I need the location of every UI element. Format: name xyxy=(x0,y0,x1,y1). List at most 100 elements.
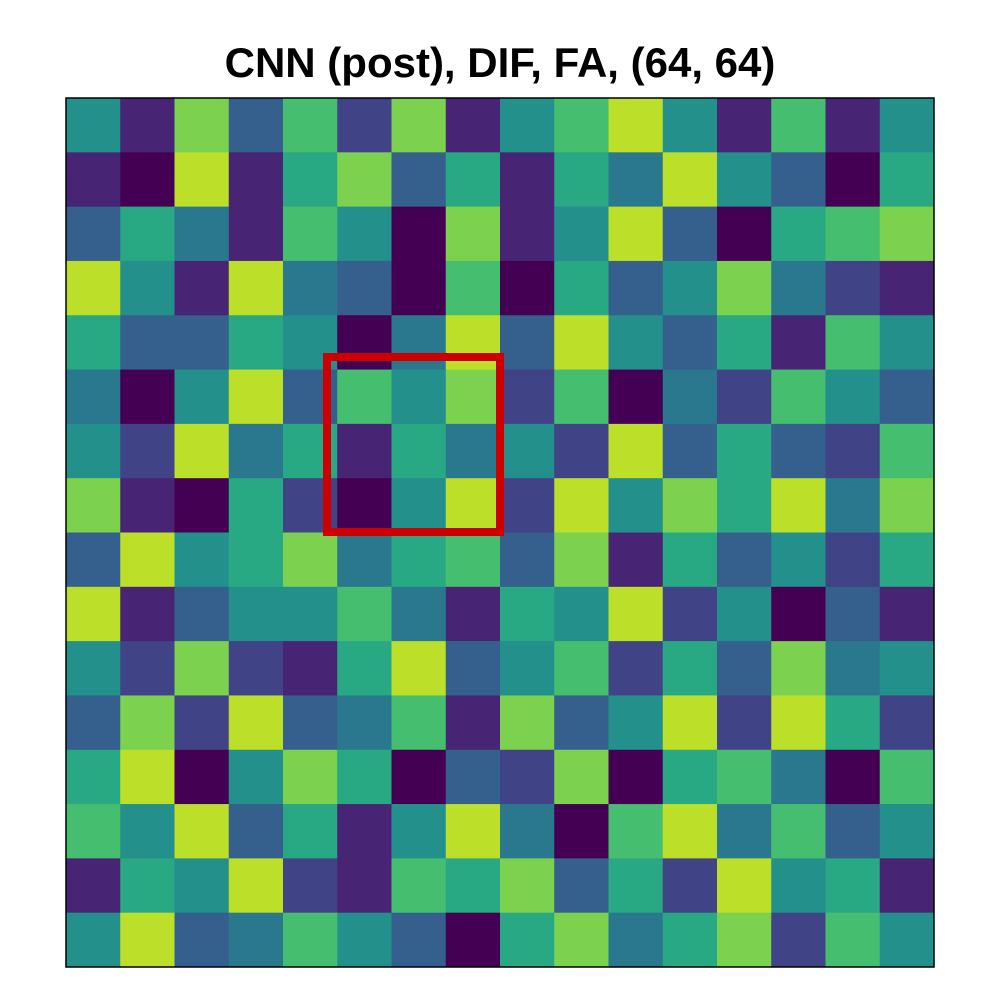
heatmap-cell xyxy=(337,641,392,696)
heatmap-cell xyxy=(391,369,447,425)
heatmap-cell xyxy=(228,423,284,479)
heatmap-cell xyxy=(337,804,392,859)
heatmap-cell xyxy=(337,478,392,533)
heatmap-cell xyxy=(500,423,555,479)
heatmap-cell xyxy=(66,260,121,316)
heatmap-cell xyxy=(391,423,447,479)
heatmap-cell xyxy=(554,423,609,479)
heatmap-cell xyxy=(879,152,935,208)
heatmap-cell xyxy=(228,532,284,588)
heatmap-cell xyxy=(337,532,392,588)
heatmap-cell xyxy=(717,858,772,914)
heatmap-cell xyxy=(879,749,935,805)
heatmap-cell xyxy=(879,804,935,859)
heatmap-cell xyxy=(662,315,718,371)
heatmap-cell xyxy=(445,804,501,859)
heatmap-cell xyxy=(174,532,230,588)
heatmap-cell xyxy=(283,695,338,751)
heatmap-cell xyxy=(879,206,935,262)
heatmap-cell xyxy=(771,423,826,479)
heatmap-cell xyxy=(717,206,772,262)
heatmap-cell xyxy=(66,206,121,262)
heatmap-cell xyxy=(608,804,664,859)
heatmap-cell xyxy=(554,641,609,696)
heatmap-cell xyxy=(228,858,284,914)
heatmap-cell xyxy=(174,912,230,968)
heatmap-cell xyxy=(500,912,555,968)
heatmap-cell xyxy=(554,206,609,262)
heatmap-cell xyxy=(66,858,121,914)
heatmap-cell xyxy=(717,586,772,642)
heatmap-cell xyxy=(771,749,826,805)
heatmap-cell xyxy=(771,206,826,262)
heatmap-cell xyxy=(825,858,881,914)
heatmap-cell xyxy=(879,641,935,696)
heatmap-cell xyxy=(228,152,284,208)
heatmap-cell xyxy=(771,315,826,371)
heatmap-cell xyxy=(825,695,881,751)
heatmap-cell xyxy=(662,98,718,153)
heatmap-cell xyxy=(391,260,447,316)
heatmap-cell xyxy=(391,586,447,642)
heatmap-cell xyxy=(445,695,501,751)
heatmap-cell xyxy=(120,749,175,805)
heatmap-cell xyxy=(771,804,826,859)
heatmap-cell xyxy=(174,369,230,425)
heatmap-cell xyxy=(879,912,935,968)
heatmap-cell xyxy=(500,749,555,805)
heatmap-cell xyxy=(391,749,447,805)
heatmap-cell xyxy=(879,695,935,751)
heatmap-cell xyxy=(283,206,338,262)
heatmap-cell xyxy=(554,98,609,153)
heatmap-cell xyxy=(283,641,338,696)
heatmap-cell xyxy=(445,586,501,642)
heatmap-cell xyxy=(66,315,121,371)
heatmap-cell xyxy=(662,641,718,696)
heatmap-cell xyxy=(228,98,284,153)
heatmap-cell xyxy=(879,315,935,371)
heatmap-cell xyxy=(337,152,392,208)
heatmap-cell xyxy=(120,804,175,859)
heatmap-cell xyxy=(717,369,772,425)
heatmap-cell xyxy=(66,152,121,208)
heatmap-cell xyxy=(771,641,826,696)
heatmap-cell xyxy=(662,369,718,425)
heatmap-cell xyxy=(283,749,338,805)
heatmap-cell xyxy=(662,423,718,479)
heatmap-cell xyxy=(445,912,501,968)
heatmap-cell xyxy=(771,260,826,316)
heatmap-cell xyxy=(554,478,609,533)
heatmap-cell xyxy=(608,315,664,371)
heatmap-cell xyxy=(608,98,664,153)
heatmap-cell xyxy=(500,369,555,425)
heatmap-cell xyxy=(554,749,609,805)
heatmap-cell xyxy=(825,260,881,316)
heatmap-cell xyxy=(608,369,664,425)
heatmap-cell xyxy=(174,586,230,642)
heatmap-cell xyxy=(825,423,881,479)
heatmap-cell xyxy=(771,532,826,588)
heatmap-cell xyxy=(174,152,230,208)
heatmap-cell xyxy=(174,695,230,751)
heatmap-cell xyxy=(500,586,555,642)
heatmap-cell xyxy=(228,206,284,262)
heatmap-cell xyxy=(120,858,175,914)
heatmap-cell xyxy=(825,152,881,208)
heatmap-cell xyxy=(662,532,718,588)
heatmap-cell xyxy=(554,586,609,642)
heatmap-cell xyxy=(445,641,501,696)
heatmap-cell xyxy=(879,423,935,479)
heatmap-cell xyxy=(228,369,284,425)
heatmap-cell xyxy=(445,260,501,316)
heatmap-cell xyxy=(391,858,447,914)
heatmap-cell xyxy=(283,98,338,153)
heatmap-cell xyxy=(554,912,609,968)
heatmap-cell xyxy=(662,152,718,208)
heatmap-cell xyxy=(391,641,447,696)
heatmap-cell xyxy=(391,98,447,153)
heatmap-cell xyxy=(66,532,121,588)
heatmap-cell xyxy=(228,695,284,751)
heatmap-cell xyxy=(228,478,284,533)
heatmap-cell xyxy=(608,478,664,533)
heatmap-cell xyxy=(717,912,772,968)
